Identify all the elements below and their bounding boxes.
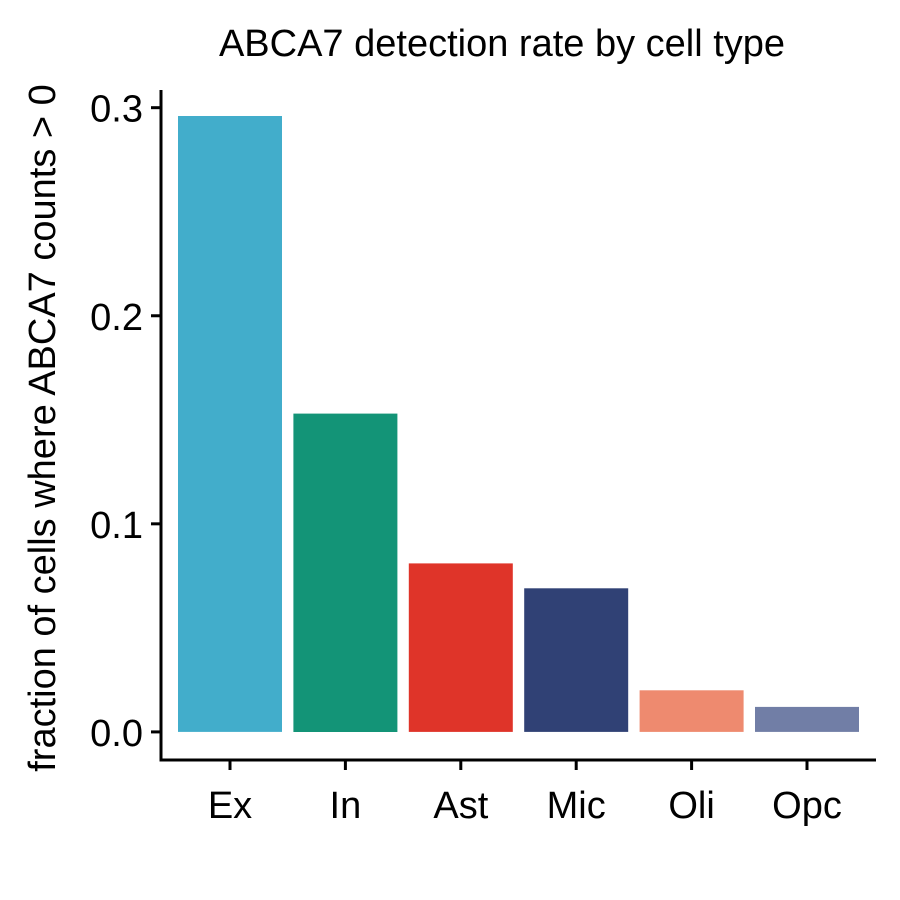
y-axis-label: fraction of cells where ABCA7 counts > 0	[22, 84, 64, 772]
bar-ast	[408, 563, 513, 732]
x-tick-label-ex: Ex	[208, 785, 252, 827]
bar-in	[293, 413, 398, 732]
y-axis: 0.0 0.1 0.2 0.3	[90, 89, 163, 762]
bar-opc	[755, 706, 859, 732]
bar-mic	[524, 588, 629, 732]
bars-group	[178, 116, 859, 732]
y-tick-label: 0.2	[90, 297, 143, 339]
x-axis: Ex In Ast Mic Oli Opc	[159, 758, 876, 827]
chart-title: ABCA7 detection rate by cell type	[219, 23, 785, 65]
x-tick-label-ast: Ast	[433, 785, 488, 827]
bar-ex	[178, 116, 282, 732]
y-tick-label: 0.3	[90, 89, 143, 131]
x-tick-label-oli: Oli	[668, 785, 714, 827]
bar-oli	[639, 690, 744, 732]
y-tick-label: 0.0	[90, 713, 143, 755]
x-tick-label-opc: Opc	[772, 785, 842, 827]
y-tick-label: 0.1	[90, 505, 143, 547]
x-tick-label-in: In	[330, 785, 362, 827]
x-tick-label-mic: Mic	[547, 785, 606, 827]
